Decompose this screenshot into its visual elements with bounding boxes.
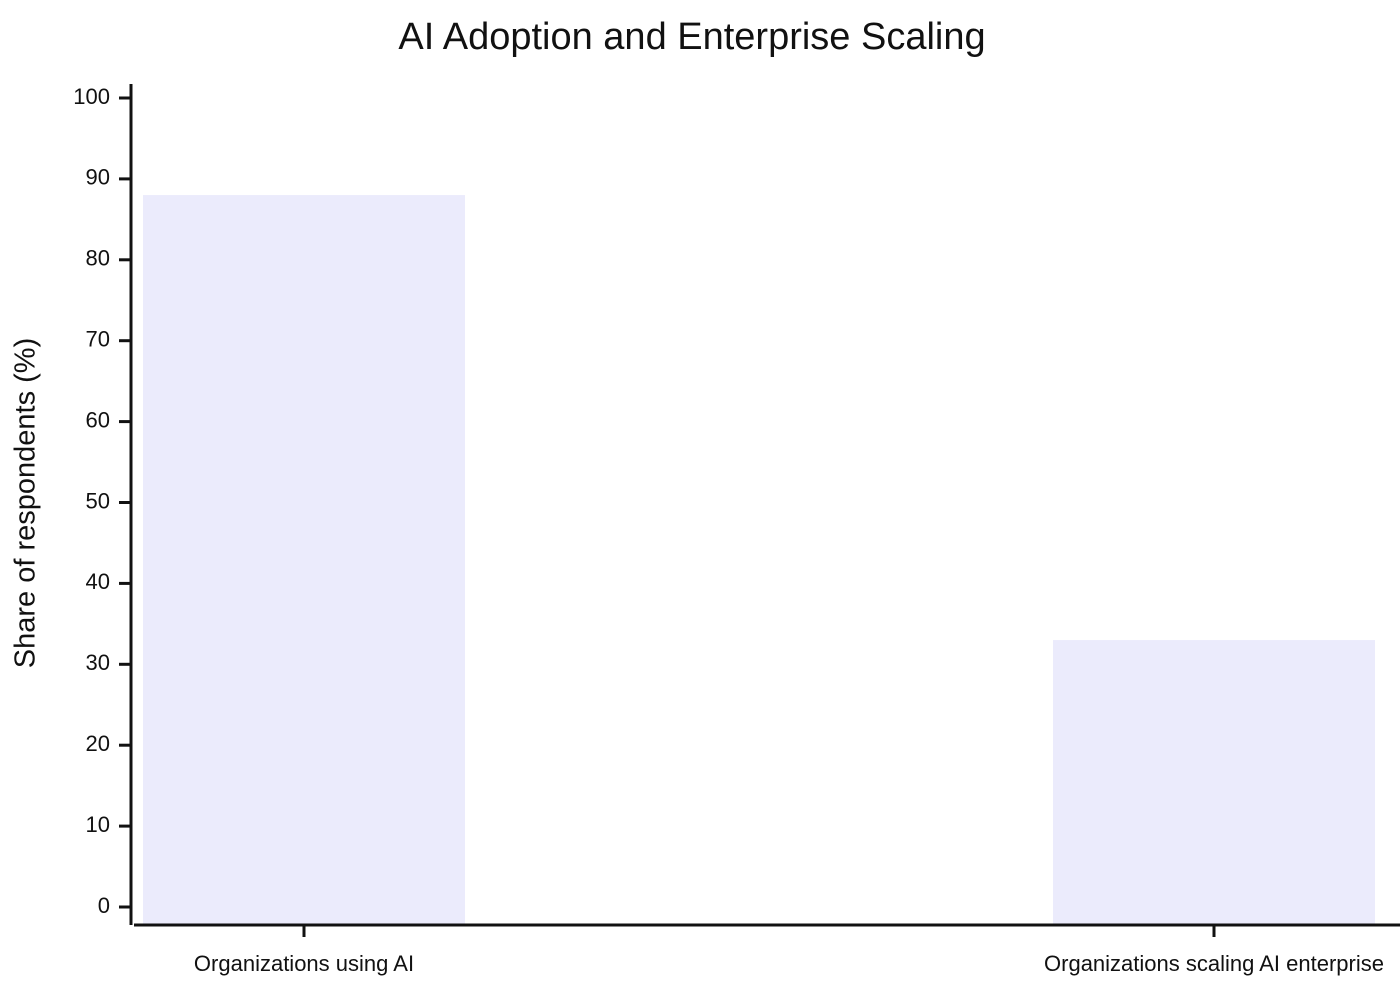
- y-tick-label: 100: [73, 84, 110, 109]
- chart-title: AI Adoption and Enterprise Scaling: [398, 16, 985, 58]
- y-tick-label: 40: [86, 569, 110, 594]
- y-tick-label: 0: [98, 893, 110, 918]
- y-tick-label: 90: [86, 165, 110, 190]
- x-tick-label: Organizations using AI: [194, 951, 414, 976]
- bar: [143, 195, 465, 924]
- x-tick-label: Organizations scaling AI enterprise: [1044, 951, 1384, 976]
- y-tick-label: 70: [86, 327, 110, 352]
- y-tick-label: 80: [86, 246, 110, 271]
- y-tick-label: 30: [86, 650, 110, 675]
- y-tick-label: 60: [86, 407, 110, 432]
- y-tick-label: 20: [86, 731, 110, 756]
- y-tick-label: 10: [86, 812, 110, 837]
- bar: [1053, 640, 1375, 924]
- y-axis-label: Share of respondents (%): [10, 338, 42, 668]
- y-tick-label: 50: [86, 488, 110, 513]
